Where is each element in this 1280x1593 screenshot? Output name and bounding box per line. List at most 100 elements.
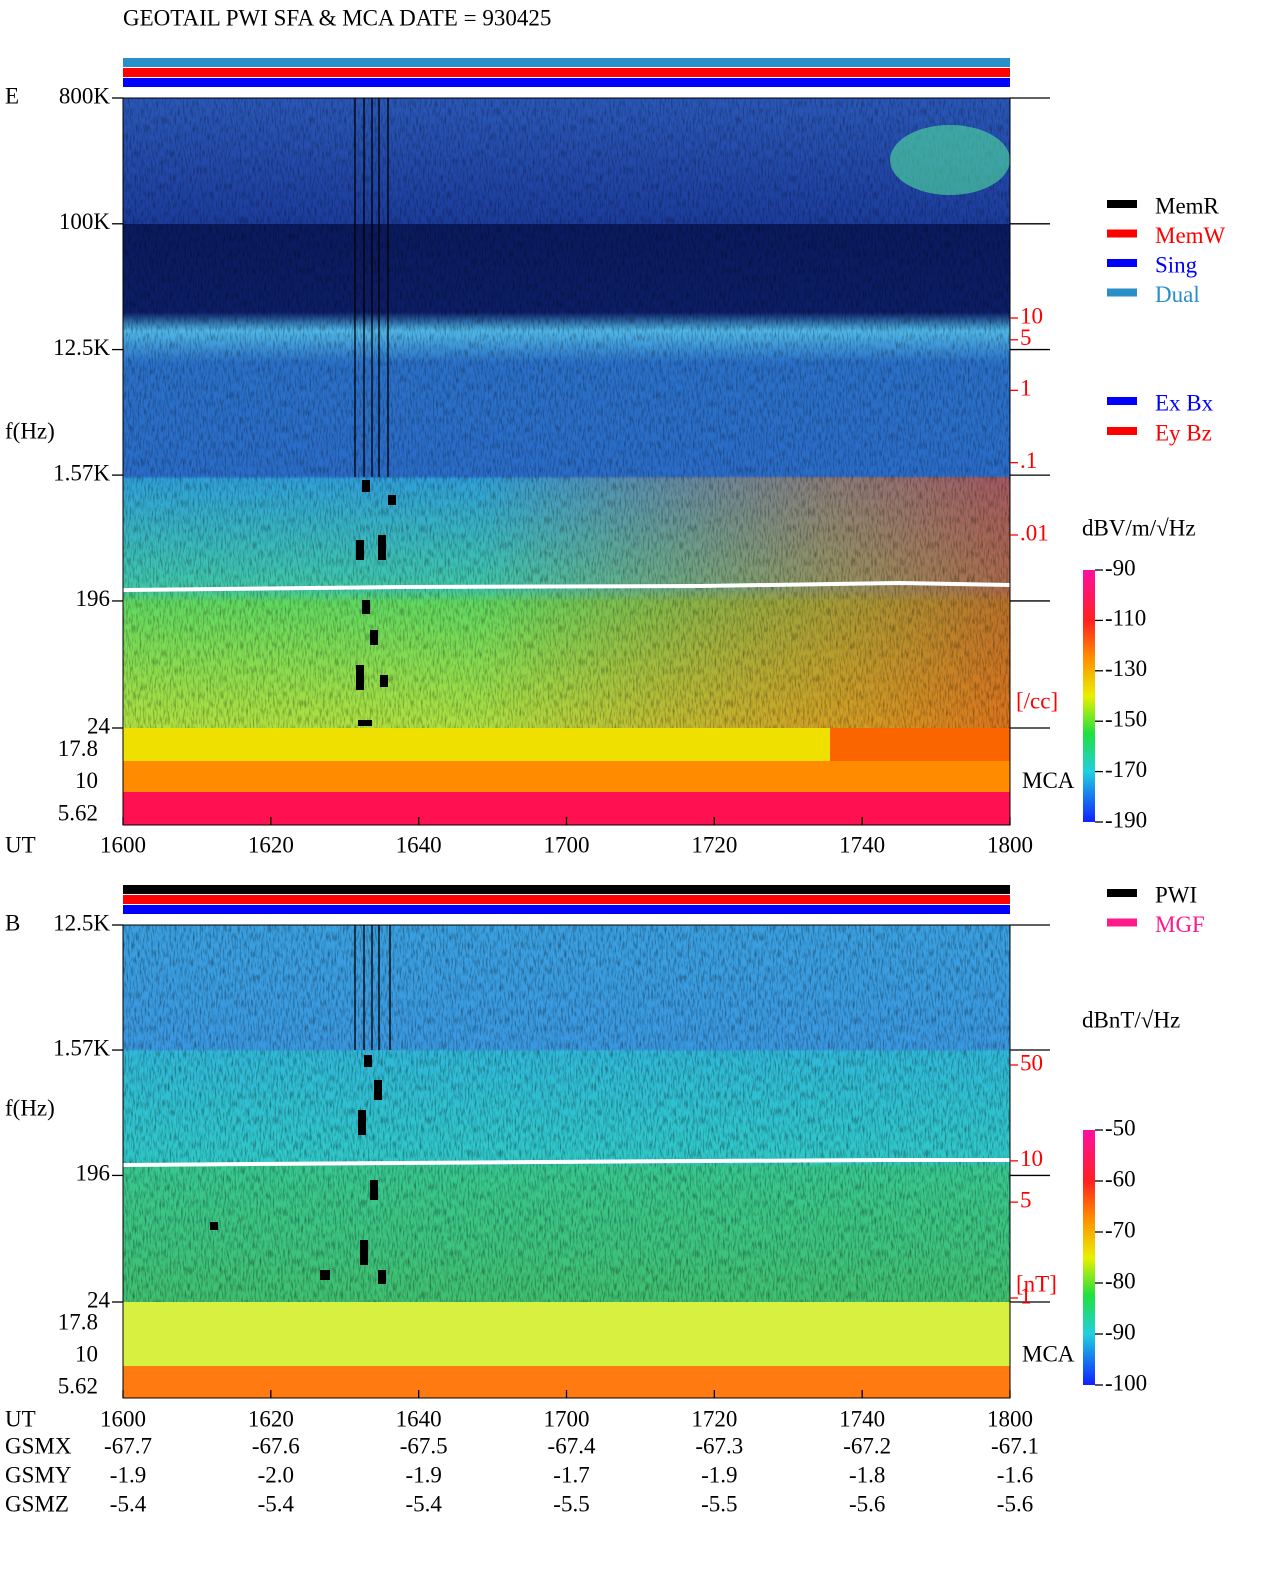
colorbar-tick-label: -90	[1105, 555, 1136, 580]
title: GEOTAIL PWI SFA & MCA DATE = 930425	[123, 5, 551, 30]
y-tick-label: 1.57K	[53, 460, 110, 485]
mca-channel: 5.62	[58, 1374, 98, 1399]
gap-lines	[354, 98, 389, 477]
x-tick-label: 1800	[987, 832, 1033, 857]
mca-channel: 10	[75, 1342, 98, 1367]
ephemeris-value: -2.0	[258, 1462, 294, 1487]
legend-swatch	[1107, 427, 1137, 435]
ephemeris-name: GSMZ	[5, 1491, 69, 1516]
legend-swatch	[1107, 288, 1137, 297]
ephemeris-value: -1.9	[110, 1462, 146, 1487]
y-tick-label: 800K	[59, 83, 111, 108]
y2-label: [nT]	[1016, 1271, 1057, 1296]
y2-tick-label: 10	[1020, 1146, 1043, 1171]
ephemeris-value: -5.5	[553, 1491, 589, 1516]
ephemeris-name: GSMY	[5, 1462, 72, 1487]
mca-label: MCA	[1022, 768, 1075, 793]
gap-lines	[354, 925, 391, 1050]
x-tick-label: 1800	[987, 1406, 1033, 1431]
mca-e	[830, 728, 1010, 761]
colorbar-tick-label: -50	[1105, 1115, 1136, 1140]
mode-bar	[123, 905, 1010, 914]
mca-e	[123, 761, 1010, 792]
legend-swatch	[1107, 918, 1137, 927]
ephemeris-value: -5.4	[258, 1491, 295, 1516]
x-tick-label: 1640	[396, 1406, 442, 1431]
ephemeris-value: -5.4	[110, 1491, 147, 1516]
emission	[890, 125, 1010, 195]
mca-channel: 5.62	[58, 801, 98, 826]
y-tick-label: 196	[76, 586, 111, 611]
x-tick-label: 1740	[839, 1406, 885, 1431]
x-tick-label: 1620	[248, 1406, 294, 1431]
legend-label: MGF	[1155, 912, 1205, 937]
colorbar-tick-label: -130	[1105, 656, 1147, 681]
x-tick-label: 1600	[100, 832, 146, 857]
x-tick-label: 1740	[839, 832, 885, 857]
panel-label: E	[5, 83, 19, 108]
legend-swatch	[1107, 229, 1137, 238]
colorbar-tick-label: -150	[1105, 706, 1147, 731]
y2-tick-label: .1	[1020, 448, 1037, 473]
ephemeris-value: -5.6	[849, 1491, 885, 1516]
x-tick-label: 1620	[248, 832, 294, 857]
x-tick-label: 1720	[691, 832, 737, 857]
y2-tick-label: 1	[1020, 376, 1032, 401]
mode-bar	[123, 885, 1010, 894]
ephemeris-value: -5.5	[701, 1491, 737, 1516]
ephemeris-name: GSMX	[5, 1433, 72, 1458]
y-tick-label: 24	[87, 713, 111, 738]
y2-tick-label: 5	[1020, 325, 1032, 350]
x-tick-label: 1640	[396, 832, 442, 857]
noise-b	[123, 925, 1010, 1302]
ephemeris-value: -67.5	[400, 1433, 448, 1458]
mode-bar	[123, 78, 1010, 87]
x-tick-label: 1700	[544, 832, 590, 857]
ephemeris-value: -67.1	[991, 1433, 1039, 1458]
y-label: f(Hz)	[5, 418, 55, 443]
x-tick-label: 1720	[691, 1406, 737, 1431]
colorbar-tick-label: -170	[1105, 757, 1147, 782]
mca-b	[123, 1302, 1010, 1366]
colorbar-tick-label: -60	[1105, 1166, 1136, 1191]
y-tick-label: 100K	[59, 209, 111, 234]
plasma-line	[122, 1158, 1010, 1167]
ephemeris-value: -1.9	[405, 1462, 441, 1487]
y-tick-label: 12.5K	[53, 910, 110, 935]
y2-label: [/cc]	[1016, 688, 1058, 713]
ephemeris-value: -67.7	[104, 1433, 152, 1458]
legend-swatch	[1107, 397, 1137, 405]
mca-channel: 17.8	[58, 1310, 98, 1335]
legend-swatch	[1107, 889, 1137, 897]
ephemeris-value: -67.3	[695, 1433, 743, 1458]
legend-label: MemR	[1155, 193, 1220, 218]
gap-blocks	[356, 480, 396, 726]
mca-channel: 10	[75, 768, 98, 793]
noise-e	[123, 98, 1010, 728]
ephemeris-value: -5.4	[405, 1491, 442, 1516]
legend-swatch	[1107, 200, 1137, 208]
y-tick-label: 196	[76, 1161, 111, 1186]
colorbar	[1083, 570, 1095, 822]
x-label: UT	[5, 832, 36, 857]
y2-tick-label: 10	[1020, 303, 1043, 328]
mode-bar	[123, 68, 1010, 77]
plasma-line	[122, 580, 1011, 592]
legend-label: PWI	[1155, 882, 1197, 907]
colorbar-tick-label: -70	[1105, 1217, 1136, 1242]
y2-tick-label: 50	[1020, 1050, 1043, 1075]
x-tick-label: 1700	[544, 1406, 590, 1431]
y2-tick-label: .01	[1020, 520, 1049, 545]
colorbar-label: dBV/m/√Hz	[1082, 515, 1196, 540]
colorbar-tick-label: -90	[1105, 1319, 1136, 1344]
mode-bar	[123, 895, 1010, 904]
colorbar	[1083, 1130, 1095, 1385]
ephemeris-value: -67.4	[548, 1433, 596, 1458]
x-label: UT	[5, 1406, 36, 1431]
colorbar-tick-label: -190	[1105, 807, 1147, 832]
ephemeris-value: -1.9	[701, 1462, 737, 1487]
ephemeris-value: -5.6	[997, 1491, 1033, 1516]
x-tick-label: 1600	[100, 1406, 146, 1431]
legend-label: Dual	[1155, 282, 1200, 307]
